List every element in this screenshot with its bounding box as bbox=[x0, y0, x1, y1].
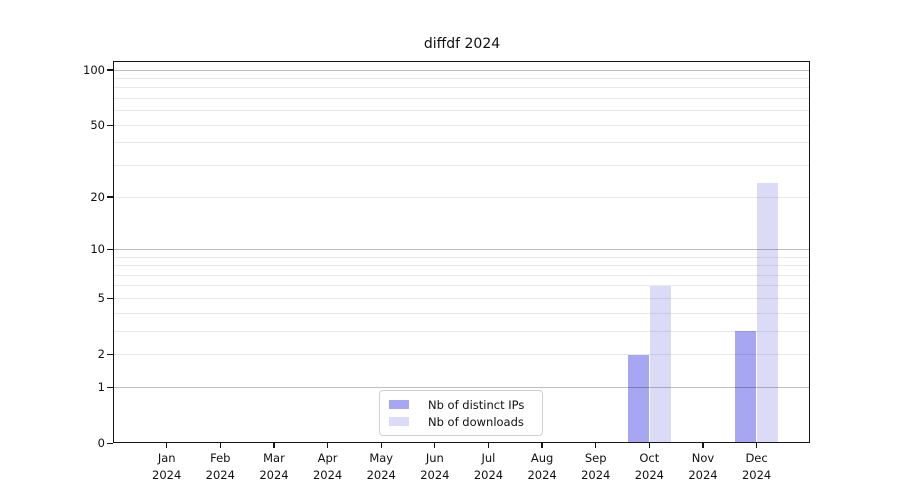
x-tick bbox=[434, 443, 436, 449]
x-tick-label: Mar 2024 bbox=[242, 450, 306, 483]
x-tick-label: Feb 2024 bbox=[188, 450, 252, 483]
legend: Nb of distinct IPs Nb of downloads bbox=[379, 390, 543, 436]
y-tick bbox=[107, 297, 113, 300]
plot-background bbox=[113, 61, 810, 443]
x-tick-month: Nov bbox=[691, 451, 715, 465]
x-tick-year: 2024 bbox=[366, 467, 396, 482]
y-tick-label: 100 bbox=[83, 62, 105, 77]
x-tick-label: Apr 2024 bbox=[296, 450, 360, 483]
y-tick-label: 5 bbox=[97, 290, 105, 305]
minor-gridline bbox=[114, 330, 809, 332]
x-tick-year: 2024 bbox=[688, 467, 718, 482]
minor-gridline bbox=[114, 165, 809, 167]
x-tick bbox=[648, 443, 650, 449]
major-gridline bbox=[114, 69, 809, 71]
legend-label-distinct-ips: Nb of distinct IPs bbox=[428, 397, 525, 412]
x-tick bbox=[166, 443, 168, 449]
major-gridline bbox=[114, 386, 809, 388]
x-tick-month: Sep bbox=[584, 451, 607, 465]
minor-gridline bbox=[114, 265, 809, 267]
y-tick-label: 2 bbox=[97, 347, 105, 361]
x-tick bbox=[595, 443, 597, 449]
bar-oct-downloads bbox=[650, 285, 672, 444]
bar-dec-downloads bbox=[757, 182, 779, 444]
x-tick-month: Oct bbox=[639, 451, 660, 465]
x-tick-month: Apr bbox=[317, 451, 338, 465]
minor-gridline bbox=[114, 124, 809, 126]
x-tick-label: Nov 2024 bbox=[671, 450, 735, 483]
y-tick-label: 10 bbox=[90, 241, 105, 256]
x-tick-label: Jun 2024 bbox=[403, 450, 467, 483]
x-tick-label: Oct 2024 bbox=[617, 450, 681, 483]
x-tick-label: Sep 2024 bbox=[564, 450, 628, 483]
minor-gridline bbox=[114, 354, 809, 355]
minor-gridline bbox=[114, 77, 809, 79]
x-tick-label: Jan 2024 bbox=[135, 450, 199, 483]
minor-gridline bbox=[114, 312, 809, 314]
x-tick-month: Feb bbox=[210, 451, 231, 465]
x-tick bbox=[702, 443, 704, 449]
y-tick-label: 20 bbox=[90, 189, 105, 204]
y-tick-label: 50 bbox=[90, 117, 105, 132]
y-tick bbox=[107, 386, 113, 388]
x-tick-month: Aug bbox=[530, 451, 554, 465]
x-tick-year: 2024 bbox=[581, 467, 611, 482]
major-gridline bbox=[114, 248, 809, 250]
x-tick-year: 2024 bbox=[741, 467, 772, 482]
minor-gridline bbox=[114, 297, 809, 299]
x-tick-year: 2024 bbox=[473, 467, 504, 482]
y-tick-label: 1 bbox=[97, 379, 105, 394]
x-tick bbox=[541, 443, 543, 449]
x-tick-month: Jan bbox=[157, 451, 176, 465]
legend-swatch-downloads bbox=[389, 416, 409, 427]
x-tick-year: 2024 bbox=[205, 467, 235, 482]
y-tick bbox=[107, 124, 113, 126]
x-tick bbox=[273, 443, 275, 449]
bar-dec-ips bbox=[734, 331, 756, 444]
y-tick bbox=[107, 353, 113, 356]
y-tick bbox=[107, 69, 113, 71]
x-tick-label: Jul 2024 bbox=[456, 450, 520, 483]
y-tick bbox=[107, 196, 113, 198]
minor-gridline bbox=[114, 196, 809, 198]
minor-gridline bbox=[114, 142, 809, 144]
bar-oct-ips bbox=[627, 354, 649, 444]
x-tick-label: Aug 2024 bbox=[510, 450, 574, 483]
x-tick-year: 2024 bbox=[312, 467, 343, 482]
legend-item-downloads: Nb of downloads bbox=[389, 413, 533, 430]
minor-gridline bbox=[114, 274, 809, 276]
x-tick-year: 2024 bbox=[527, 467, 557, 482]
x-tick-year: 2024 bbox=[152, 467, 182, 482]
x-tick bbox=[380, 443, 382, 449]
x-tick-year: 2024 bbox=[259, 467, 289, 482]
legend-swatch-distinct-ips bbox=[389, 399, 409, 410]
x-tick bbox=[326, 443, 329, 449]
x-tick-month: May bbox=[369, 451, 394, 465]
legend-label-downloads: Nb of downloads bbox=[428, 414, 524, 429]
minor-gridline bbox=[114, 256, 809, 258]
y-tick bbox=[107, 248, 113, 250]
x-tick-year: 2024 bbox=[634, 467, 664, 482]
minor-gridline bbox=[114, 87, 809, 89]
legend-item-distinct-ips: Nb of distinct IPs bbox=[389, 396, 533, 413]
y-tick-label: 0 bbox=[97, 435, 105, 450]
x-tick-label: May 2024 bbox=[349, 450, 413, 483]
x-tick bbox=[219, 443, 221, 449]
x-tick-label: Dec 2024 bbox=[725, 450, 789, 483]
x-tick-month: Jun bbox=[425, 451, 444, 465]
x-tick-month: Dec bbox=[745, 451, 768, 465]
minor-gridline bbox=[114, 110, 809, 112]
chart-title: diffdf 2024 bbox=[423, 36, 501, 52]
x-tick-year: 2024 bbox=[420, 467, 450, 482]
x-tick bbox=[487, 443, 490, 449]
x-tick bbox=[755, 443, 758, 449]
minor-gridline bbox=[114, 285, 809, 287]
x-tick-month: Mar bbox=[263, 451, 285, 465]
x-tick-month: Jul bbox=[481, 451, 496, 465]
minor-gridline bbox=[114, 98, 809, 99]
y-tick bbox=[107, 442, 113, 444]
